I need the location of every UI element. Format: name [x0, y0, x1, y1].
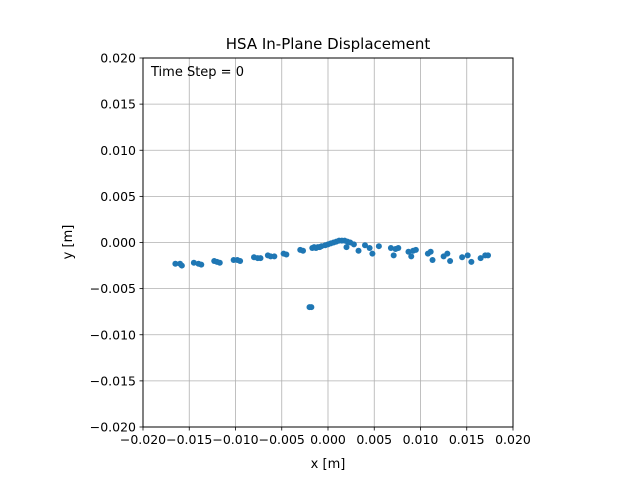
x-axis-label: x [m] [311, 457, 346, 472]
data-point [405, 248, 412, 255]
axis-ticks: −0.020 −0.015 −0.010 −0.005 0.000 0.005 0.010 0… [90, 51, 531, 448]
data-point [271, 253, 278, 260]
data-point [464, 252, 471, 259]
data-point [477, 255, 484, 262]
data-point [427, 248, 434, 255]
data-point [375, 243, 382, 250]
y-tick-label: 0.010 [100, 143, 136, 158]
x-tick-label: −0.010 [212, 432, 258, 447]
data-point [447, 257, 454, 264]
y-tick-label: 0.020 [100, 51, 136, 66]
data-point [468, 258, 475, 265]
data-point [408, 253, 415, 260]
x-tick-label: −0.005 [259, 432, 305, 447]
x-tick-label: −0.015 [166, 432, 212, 447]
y-tick-label: −0.015 [90, 373, 136, 388]
data-point [350, 241, 357, 248]
y-tick-label: 0.000 [100, 235, 136, 250]
data-point [178, 262, 185, 269]
y-tick-label: −0.005 [90, 281, 136, 296]
data-point [366, 245, 373, 252]
x-tick-label: 0.015 [449, 432, 485, 447]
y-tick-label: 0.015 [100, 97, 136, 112]
data-point [444, 250, 451, 257]
data-point [485, 252, 492, 259]
time-step-annotation: Time Step = 0 [150, 65, 244, 80]
data-point [412, 246, 419, 253]
y-axis-label: y [m] [61, 225, 76, 260]
x-tick-label: 0.020 [495, 432, 531, 447]
data-point [429, 257, 436, 264]
data-point [343, 244, 350, 251]
x-tick-label: −0.020 [120, 432, 166, 447]
data-points [172, 237, 492, 311]
data-point [395, 245, 402, 252]
data-point [355, 247, 362, 254]
data-point [237, 257, 244, 264]
data-point [369, 250, 376, 257]
x-tick-label: 0.000 [310, 432, 346, 447]
data-point [362, 242, 368, 249]
data-point [216, 259, 223, 266]
data-point [198, 261, 205, 268]
x-tick-label: 0.005 [356, 432, 392, 447]
chart-title: HSA In-Plane Displacement [226, 35, 431, 53]
data-point [459, 254, 466, 261]
data-point [257, 255, 264, 262]
data-point [172, 260, 179, 267]
y-tick-label: −0.020 [90, 420, 136, 435]
data-point [308, 304, 315, 311]
y-tick-label: −0.010 [90, 327, 136, 342]
data-point [190, 259, 197, 266]
data-point [387, 245, 394, 252]
data-point [390, 252, 397, 259]
data-point [300, 247, 307, 254]
y-tick-label: 0.005 [100, 189, 136, 204]
data-point [283, 251, 290, 258]
x-tick-label: 0.010 [403, 432, 439, 447]
